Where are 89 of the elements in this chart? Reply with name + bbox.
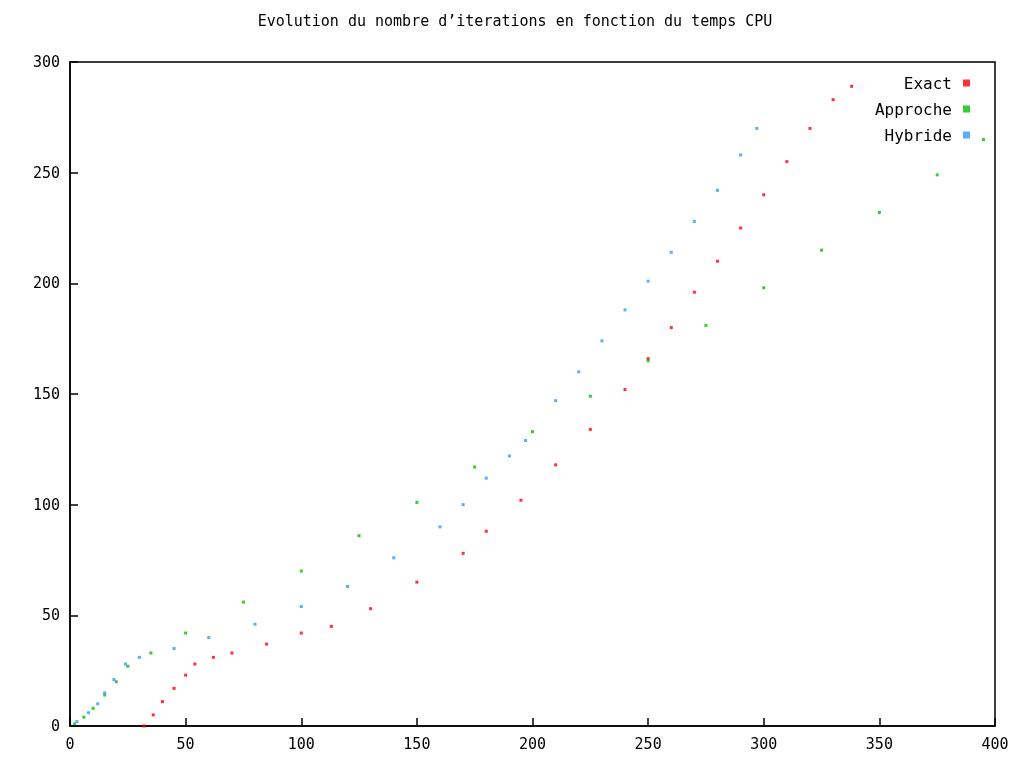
y-tick-label: 200 bbox=[32, 274, 60, 293]
point bbox=[507, 454, 511, 458]
point bbox=[935, 173, 939, 177]
point bbox=[299, 569, 303, 573]
point bbox=[820, 248, 824, 252]
point bbox=[142, 724, 146, 728]
point bbox=[716, 188, 719, 192]
point bbox=[554, 399, 558, 403]
x-tick-label: 200 bbox=[518, 734, 547, 753]
point bbox=[329, 624, 333, 628]
y-tick-label: 100 bbox=[32, 495, 60, 514]
point bbox=[762, 193, 766, 197]
point bbox=[623, 388, 627, 392]
point bbox=[149, 651, 153, 655]
point bbox=[808, 126, 812, 130]
point bbox=[82, 715, 86, 719]
point bbox=[762, 286, 766, 290]
point bbox=[253, 622, 257, 626]
point bbox=[739, 153, 743, 157]
point bbox=[588, 427, 592, 431]
legend-label: Approche bbox=[874, 99, 952, 119]
point bbox=[299, 604, 303, 608]
point bbox=[87, 711, 90, 715]
point bbox=[415, 580, 419, 584]
point bbox=[369, 607, 373, 611]
y-tick-label: 300 bbox=[32, 53, 60, 71]
point bbox=[669, 250, 673, 254]
point bbox=[207, 635, 211, 639]
point bbox=[438, 525, 442, 529]
x-tick-label: 150 bbox=[403, 734, 431, 753]
x-tick-label: 0 bbox=[65, 734, 75, 753]
point bbox=[623, 308, 627, 312]
point bbox=[346, 585, 349, 589]
point bbox=[981, 137, 985, 141]
point bbox=[484, 529, 488, 533]
point bbox=[184, 631, 188, 635]
point bbox=[211, 655, 215, 659]
point bbox=[96, 702, 100, 706]
point bbox=[739, 226, 743, 230]
point bbox=[137, 655, 141, 659]
point bbox=[184, 673, 188, 677]
point bbox=[299, 631, 303, 635]
point bbox=[704, 323, 708, 327]
point bbox=[265, 642, 269, 646]
point bbox=[172, 686, 176, 690]
point bbox=[151, 713, 155, 717]
point bbox=[669, 326, 673, 330]
point bbox=[588, 394, 592, 398]
legend-label: Exact bbox=[903, 73, 952, 93]
point bbox=[692, 219, 696, 223]
x-tick-label: 100 bbox=[287, 734, 315, 753]
point bbox=[716, 259, 719, 263]
point bbox=[600, 339, 604, 343]
point bbox=[161, 700, 164, 704]
point bbox=[646, 279, 650, 283]
point bbox=[172, 647, 176, 651]
point bbox=[91, 706, 95, 710]
legend-label: Hybride bbox=[884, 125, 952, 145]
point bbox=[230, 651, 234, 655]
point bbox=[877, 211, 881, 215]
y-tick-label: 50 bbox=[41, 606, 60, 625]
point bbox=[415, 500, 419, 504]
chart-title: Evolution du nombre d’iterations en fonction du temps CPU bbox=[257, 11, 773, 30]
point bbox=[193, 662, 197, 666]
y-tick-label: 0 bbox=[50, 717, 60, 735]
x-tick-label: 50 bbox=[176, 734, 195, 753]
point bbox=[692, 290, 696, 294]
point bbox=[524, 438, 528, 442]
point bbox=[850, 84, 854, 88]
point bbox=[577, 370, 581, 374]
point bbox=[461, 551, 465, 555]
point bbox=[473, 465, 477, 469]
point bbox=[831, 98, 835, 102]
point bbox=[357, 534, 361, 538]
point bbox=[392, 556, 396, 560]
x-tick-label: 250 bbox=[634, 734, 662, 753]
point bbox=[531, 430, 534, 434]
x-tick-label: 300 bbox=[750, 734, 778, 753]
point bbox=[241, 600, 245, 604]
y-tick-label: 250 bbox=[32, 163, 60, 182]
x-tick-label: 400 bbox=[981, 734, 1009, 753]
point bbox=[461, 503, 465, 507]
point bbox=[484, 476, 488, 480]
point bbox=[785, 160, 789, 164]
y-tick-label: 150 bbox=[32, 385, 60, 403]
point bbox=[755, 126, 759, 130]
point bbox=[554, 463, 558, 467]
point bbox=[519, 498, 523, 502]
x-tick-label: 350 bbox=[865, 734, 893, 753]
